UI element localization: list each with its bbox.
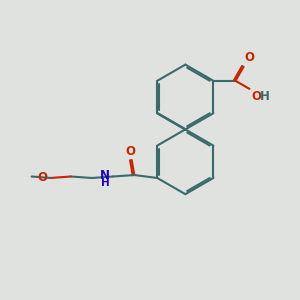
Text: O: O bbox=[125, 145, 135, 158]
Text: H: H bbox=[260, 90, 270, 103]
Text: O: O bbox=[244, 51, 254, 64]
Text: O: O bbox=[37, 171, 47, 184]
Text: N: N bbox=[100, 169, 110, 182]
Text: O: O bbox=[251, 90, 261, 104]
Text: H: H bbox=[101, 178, 110, 188]
